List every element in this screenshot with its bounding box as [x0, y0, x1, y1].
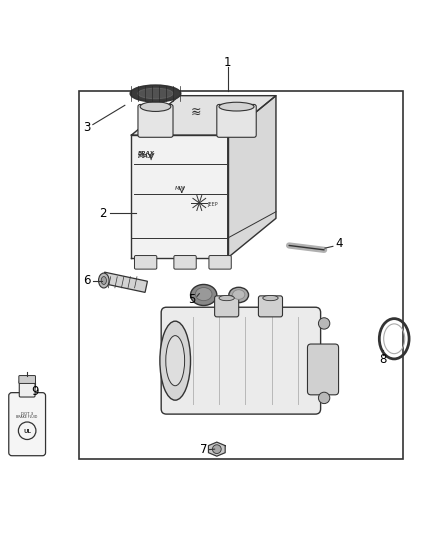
Text: MIN: MIN	[175, 186, 186, 191]
Circle shape	[318, 392, 330, 403]
Text: 7: 7	[200, 443, 208, 456]
Text: 2: 2	[99, 207, 107, 220]
Text: 9: 9	[31, 385, 39, 398]
Circle shape	[212, 445, 221, 454]
Ellipse shape	[219, 295, 234, 301]
Text: 5: 5	[188, 293, 195, 306]
FancyBboxPatch shape	[134, 255, 157, 269]
Text: 3: 3	[83, 120, 90, 134]
Text: BRAX: BRAX	[138, 151, 155, 156]
Ellipse shape	[229, 287, 249, 303]
Bar	[79, 91, 403, 459]
FancyBboxPatch shape	[9, 393, 46, 456]
Polygon shape	[102, 272, 148, 293]
Ellipse shape	[233, 290, 245, 300]
Ellipse shape	[130, 85, 180, 102]
Text: 6: 6	[83, 274, 91, 287]
Text: MAX: MAX	[138, 154, 154, 159]
Ellipse shape	[219, 102, 254, 111]
FancyBboxPatch shape	[307, 344, 339, 395]
FancyBboxPatch shape	[258, 296, 283, 317]
Text: 4: 4	[336, 237, 343, 250]
Circle shape	[318, 318, 330, 329]
Text: ≋: ≋	[191, 106, 201, 118]
Text: DOT 3: DOT 3	[21, 413, 33, 416]
Polygon shape	[228, 96, 276, 258]
FancyBboxPatch shape	[19, 381, 35, 397]
Ellipse shape	[191, 285, 217, 305]
Polygon shape	[208, 442, 225, 456]
Text: 1: 1	[224, 56, 232, 69]
Ellipse shape	[195, 287, 212, 301]
FancyBboxPatch shape	[217, 104, 256, 138]
Text: JEEP: JEEP	[207, 202, 217, 207]
Ellipse shape	[166, 336, 185, 386]
Polygon shape	[131, 135, 228, 258]
FancyBboxPatch shape	[161, 307, 321, 414]
Text: UL: UL	[23, 429, 31, 434]
Ellipse shape	[99, 273, 109, 288]
Polygon shape	[131, 96, 276, 135]
Ellipse shape	[101, 277, 106, 285]
Ellipse shape	[263, 295, 278, 301]
Ellipse shape	[140, 102, 171, 111]
FancyBboxPatch shape	[174, 255, 196, 269]
FancyBboxPatch shape	[209, 255, 231, 269]
Text: 8: 8	[380, 353, 387, 366]
Text: BRAKE FLUID: BRAKE FLUID	[17, 416, 38, 419]
Ellipse shape	[138, 88, 173, 99]
FancyBboxPatch shape	[19, 376, 35, 383]
FancyBboxPatch shape	[215, 296, 239, 317]
Ellipse shape	[160, 321, 191, 400]
FancyBboxPatch shape	[138, 104, 173, 138]
